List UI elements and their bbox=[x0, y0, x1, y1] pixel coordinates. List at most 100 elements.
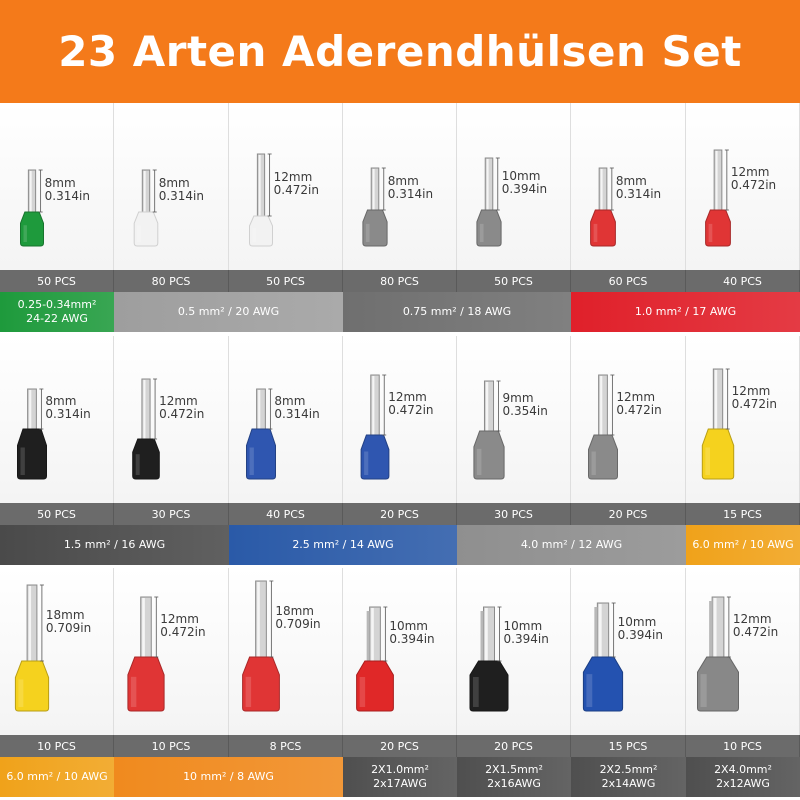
ferrule-illustration bbox=[588, 374, 618, 480]
collar-highlight bbox=[245, 676, 252, 707]
piece-count: 20 PCS bbox=[343, 503, 457, 525]
length-mm: 8mm bbox=[44, 176, 76, 190]
dimension-label: 12mm 0.472in bbox=[159, 395, 204, 421]
insulation-collar bbox=[697, 656, 739, 712]
piece-count: 8 PCS bbox=[229, 735, 343, 757]
dimension-label: 10mm 0.394in bbox=[504, 620, 549, 646]
collar-highlight bbox=[252, 227, 256, 242]
length-in: 0.394in bbox=[501, 182, 548, 196]
dimension-label: 9mm 0.354in bbox=[503, 392, 548, 418]
dimension-label: 10mm 0.394in bbox=[502, 170, 547, 196]
tube-highlight bbox=[142, 598, 145, 662]
metal-tube bbox=[27, 169, 37, 219]
ferrule-cell: 12mm 0.472in bbox=[686, 336, 800, 503]
title-banner: 23 Arten Aderendhülsen Set bbox=[0, 0, 800, 103]
second-tube bbox=[594, 607, 598, 661]
metal-tube bbox=[484, 157, 494, 217]
length-in: 0.472in bbox=[616, 403, 662, 417]
ferrule-illustration bbox=[476, 157, 502, 247]
page-title: 23 Arten Aderendhülsen Set bbox=[58, 27, 742, 76]
collar-highlight bbox=[479, 223, 484, 242]
length-mm: 9mm bbox=[502, 391, 534, 405]
metal-tube bbox=[370, 167, 380, 217]
collar-highlight bbox=[365, 223, 370, 242]
length-in: 0.709in bbox=[45, 621, 92, 635]
ferrule-illustration bbox=[249, 153, 273, 247]
length-in: 0.314in bbox=[158, 189, 204, 203]
collar-highlight bbox=[359, 677, 366, 707]
wire-size-text: 4.0 mm² / 12 AWG bbox=[520, 538, 623, 551]
length-mm: 12mm bbox=[159, 394, 198, 408]
wire-size-text: 2X4.0mm² bbox=[714, 763, 772, 776]
collar-highlight bbox=[593, 223, 598, 242]
dimension-label: 8mm 0.314in bbox=[159, 177, 204, 203]
collar-highlight bbox=[700, 674, 707, 707]
piece-count: 40 PCS bbox=[229, 503, 343, 525]
tube-highlight bbox=[486, 159, 489, 215]
metal-tube bbox=[598, 167, 608, 217]
piece-count: 30 PCS bbox=[457, 503, 571, 525]
tube-highlight bbox=[600, 169, 603, 215]
wire-size-band: 2X1.0mm² 2x17AWG bbox=[343, 757, 457, 797]
length-mm: 18mm bbox=[275, 604, 314, 618]
piece-count: 80 PCS bbox=[343, 270, 457, 292]
length-mm: 10mm bbox=[501, 169, 541, 183]
ferrule-cell: 10mm 0.394in bbox=[571, 568, 686, 735]
tube-highlight bbox=[29, 390, 32, 434]
metal-tube bbox=[141, 169, 151, 219]
collar-highlight bbox=[23, 225, 27, 242]
ferrule-cell: 10mm 0.394in bbox=[343, 568, 457, 735]
ferrule-illustration bbox=[701, 368, 735, 480]
wire-size-band: 2X2.5mm² 2x14AWG bbox=[571, 757, 686, 797]
ferrule-illustration bbox=[242, 580, 280, 712]
ferrule-illustration bbox=[14, 584, 50, 712]
dimension-label: 12mm 0.472in bbox=[616, 391, 661, 417]
tube-highlight bbox=[371, 608, 374, 666]
ferrule-illustration bbox=[17, 388, 47, 480]
piece-count: 15 PCS bbox=[686, 503, 800, 525]
wire-size-text: 10 mm² / 8 AWG bbox=[183, 770, 274, 783]
dimension-label: 8mm 0.314in bbox=[45, 395, 90, 421]
wire-size-band: 1.0 mm² / 17 AWG bbox=[571, 292, 800, 332]
collar-highlight bbox=[591, 451, 596, 475]
wire-size-text: 6.0 mm² / 10 AWG bbox=[6, 770, 108, 783]
tube-highlight bbox=[143, 380, 146, 444]
tube-highlight bbox=[372, 376, 375, 440]
ferrule-illustration bbox=[356, 606, 394, 712]
ferrule-illustration bbox=[705, 149, 731, 247]
insulation-collar bbox=[14, 660, 50, 712]
dimension-label: 10mm 0.394in bbox=[389, 620, 434, 646]
wire-size-band: 6.0 mm² / 10 AWG bbox=[0, 757, 114, 797]
dimension-label: 10mm 0.394in bbox=[618, 616, 663, 642]
collar-highlight bbox=[249, 447, 254, 475]
insulation-collar bbox=[701, 428, 735, 480]
insulation-collar bbox=[469, 660, 509, 712]
insulation-collar bbox=[356, 660, 394, 712]
wire-size-band: 0.5 mm² / 20 AWG bbox=[114, 292, 343, 332]
ferrule-illustration bbox=[473, 380, 505, 480]
wire-size-text: 2X2.5mm² bbox=[599, 763, 658, 776]
insulation-collar bbox=[242, 656, 280, 712]
ferrule-illustration bbox=[246, 388, 276, 480]
ferrule-illustration bbox=[362, 167, 388, 247]
ferrule-cell: 10mm 0.394in bbox=[457, 568, 571, 735]
ferrule-illustration bbox=[469, 606, 509, 712]
metal-tube bbox=[27, 388, 37, 436]
piece-count: 50 PCS bbox=[457, 270, 571, 292]
dimension-label: 18mm 0.709in bbox=[275, 605, 320, 631]
tube-highlight bbox=[29, 171, 32, 217]
piece-count: 40 PCS bbox=[686, 270, 800, 292]
dimension-label: 8mm 0.314in bbox=[388, 175, 433, 201]
length-mm: 12mm bbox=[731, 384, 771, 398]
wire-size-text: 6.0 mm² / 10 AWG bbox=[692, 538, 794, 551]
length-in: 0.314in bbox=[274, 407, 320, 421]
wire-size-band: 1.5 mm² / 16 AWG bbox=[0, 525, 229, 565]
length-mm: 10mm bbox=[503, 619, 543, 633]
ferrule-cell: 12mm 0.472in bbox=[686, 568, 800, 735]
length-in: 0.472in bbox=[159, 407, 205, 421]
ferrule-cell: 12mm 0.472in bbox=[229, 103, 343, 270]
length-in: 0.472in bbox=[732, 625, 779, 639]
ferrule-cell: 10mm 0.394in bbox=[457, 103, 571, 270]
piece-count: 50 PCS bbox=[0, 503, 114, 525]
piece-count: 20 PCS bbox=[571, 503, 686, 525]
